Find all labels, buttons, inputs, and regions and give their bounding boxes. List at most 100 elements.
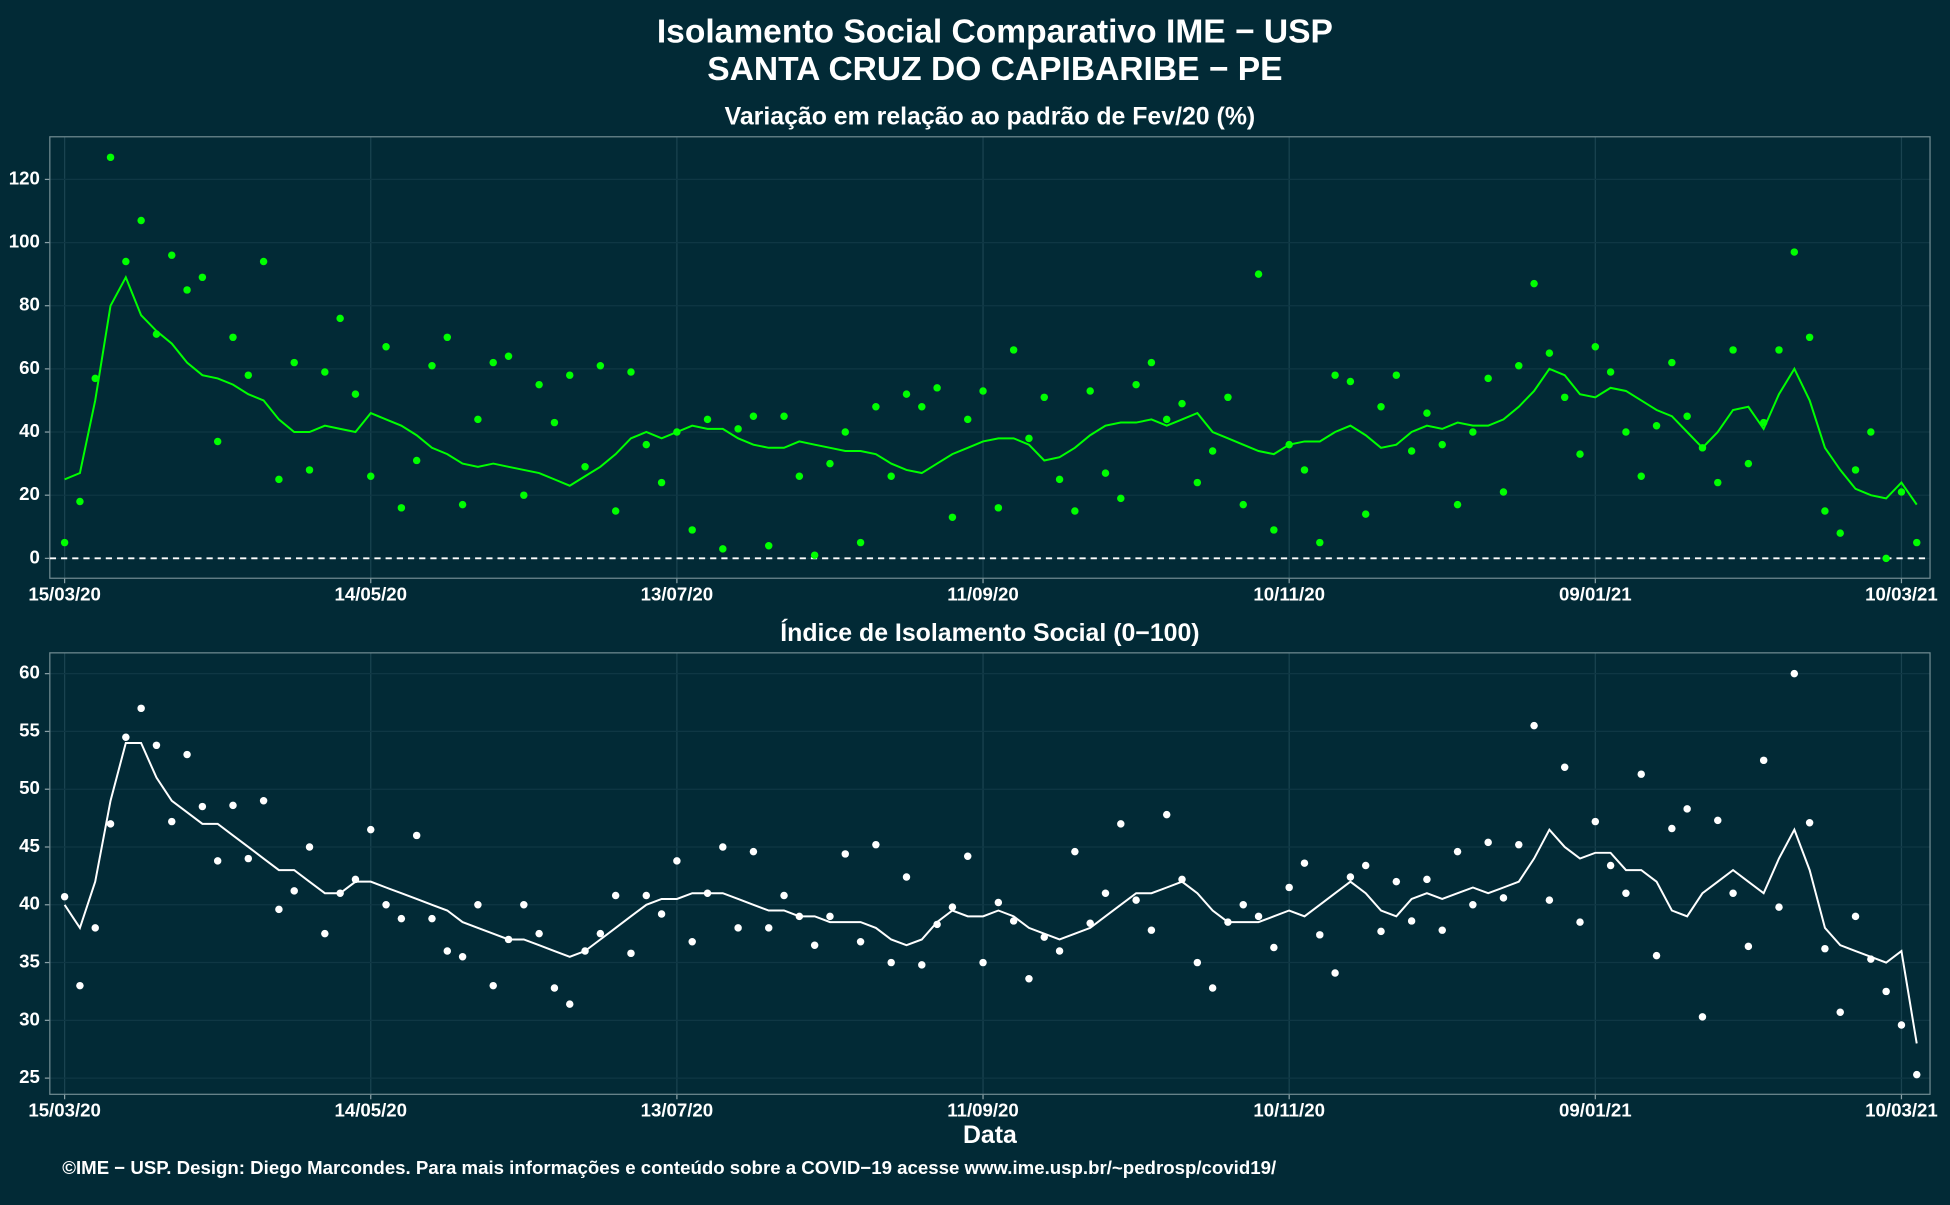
data-point [321, 368, 329, 376]
data-point [1652, 421, 1661, 430]
data-point [443, 333, 452, 342]
data-point [1775, 903, 1783, 911]
y-tick-label: 50 [19, 777, 40, 798]
y-tick-label: 30 [19, 1008, 40, 1029]
data-point [1193, 958, 1202, 967]
data-point [765, 924, 773, 932]
data-point [979, 387, 987, 395]
data-point [1071, 847, 1079, 856]
data-point [1499, 488, 1508, 496]
data-point [1407, 917, 1416, 925]
data-point [1545, 349, 1554, 357]
x-axis-label: Data [963, 1121, 1017, 1149]
data-point [826, 912, 834, 921]
data-point [1101, 889, 1110, 897]
trend-line [63, 742, 1918, 1044]
data-point [933, 920, 941, 929]
data-point [1346, 873, 1355, 881]
x-tick-label: 11/09/20 [947, 584, 1019, 605]
data-point [963, 415, 972, 424]
data-point [780, 412, 788, 420]
data-point [1530, 279, 1538, 288]
data-point [1622, 428, 1630, 436]
data-point [1132, 896, 1140, 904]
data-point [1897, 1021, 1906, 1029]
data-point [1836, 1008, 1844, 1016]
data-point [1851, 466, 1860, 474]
data-point [244, 854, 253, 863]
data-point [106, 153, 115, 162]
y-tick-label: 20 [19, 483, 40, 504]
footer: ©IME − USP. Design: Diego Marcondes. Par… [62, 1157, 1276, 1178]
trend-line [64, 274, 1918, 506]
data-point [963, 852, 972, 860]
data-point [122, 257, 130, 266]
data-point [642, 440, 651, 449]
data-point [382, 343, 390, 351]
data-point [458, 953, 467, 961]
data-point [1744, 459, 1753, 468]
x-tick-label: 10/11/20 [1253, 1100, 1325, 1121]
data-point [994, 898, 1003, 907]
data-point [1499, 894, 1508, 902]
data-point [918, 961, 926, 969]
data-point [1086, 387, 1094, 395]
data-point [872, 403, 880, 411]
data-point [535, 380, 543, 389]
data-point [642, 891, 651, 900]
data-point [1009, 917, 1018, 925]
data-point [1377, 403, 1385, 411]
data-point [1576, 918, 1584, 926]
data-point [1560, 763, 1569, 771]
data-point [1652, 951, 1661, 960]
x-tick-label: 13/07/20 [641, 1100, 714, 1121]
x-tick-label: 15/03/20 [28, 1100, 101, 1121]
data-point [1606, 861, 1615, 870]
data-point [627, 949, 635, 958]
data-point [1423, 409, 1431, 417]
data-point [1453, 847, 1462, 856]
data-point [1162, 810, 1171, 819]
data-point [229, 333, 237, 342]
data-point [1300, 859, 1309, 867]
data-point [367, 825, 375, 834]
data-point [520, 901, 528, 909]
data-point [1193, 478, 1202, 487]
data-point [336, 314, 344, 323]
data-point [887, 958, 895, 967]
data-point [259, 257, 268, 266]
data-point [290, 358, 298, 367]
data-point [535, 929, 543, 938]
x-tick-label: 10/03/21 [1865, 1100, 1938, 1121]
data-point [1224, 393, 1232, 402]
data-point [60, 538, 69, 547]
data-point [734, 924, 742, 932]
data-point [703, 415, 712, 424]
data-point [1025, 434, 1033, 443]
data-point [1392, 877, 1401, 886]
data-point [1668, 824, 1676, 833]
data-point [902, 873, 911, 881]
data-point [1867, 428, 1875, 436]
data-point [474, 415, 482, 424]
x-tick-label: 14/05/20 [334, 584, 407, 605]
data-point [826, 459, 834, 468]
data-point [1882, 987, 1890, 996]
data-point [244, 371, 253, 379]
y-tick-label: 25 [19, 1066, 40, 1087]
x-tick-label: 10/03/21 [1865, 584, 1938, 605]
data-point [1208, 447, 1217, 455]
data-point [1484, 374, 1492, 383]
data-point [1254, 912, 1263, 921]
data-point [1117, 494, 1125, 503]
data-point [351, 390, 360, 398]
data-point [168, 817, 176, 826]
data-point [1744, 942, 1753, 951]
data-point [1714, 478, 1722, 487]
data-point [382, 901, 390, 909]
data-point [994, 504, 1003, 512]
data-point [1668, 358, 1676, 367]
data-point [1162, 415, 1171, 424]
x-tick-label: 13/07/20 [641, 584, 714, 605]
